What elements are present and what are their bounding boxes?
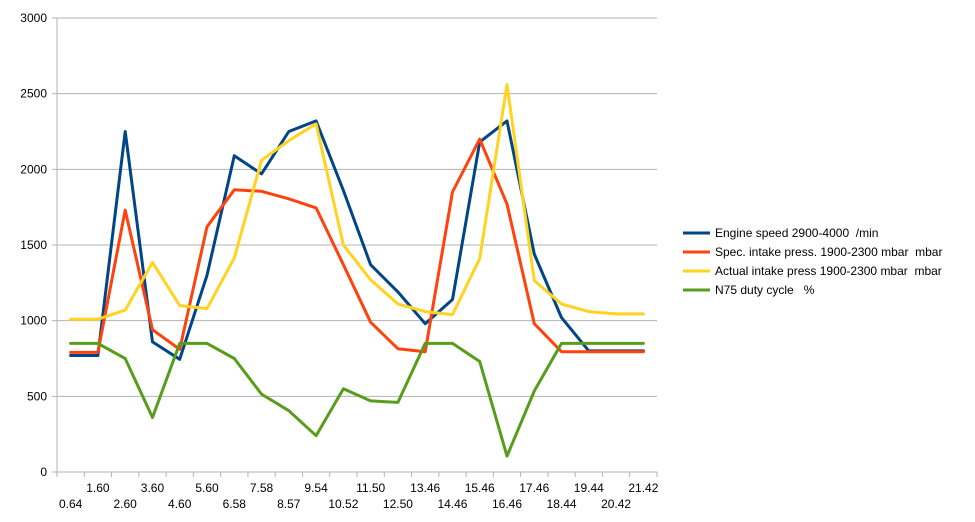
x-tick-label: 1.60 bbox=[86, 481, 110, 495]
y-tick-label: 500 bbox=[27, 389, 47, 403]
x-tick-label: 15.46 bbox=[465, 481, 495, 495]
x-axis-tick-labels: 1.60 3.60 5.60 7.58 9.54 11.50 13.46 15.46 17.46… bbox=[59, 481, 659, 511]
x-tick-label: 4.60 bbox=[168, 497, 192, 511]
series-line-4 bbox=[69, 341, 645, 458]
x-tick-label: 19.44 bbox=[574, 481, 604, 495]
legend-label: Actual intake press 1900-2300 mbar mbar bbox=[715, 264, 942, 278]
axes bbox=[56, 18, 658, 477]
x-tick-label: 10.52 bbox=[328, 497, 358, 511]
series-line-2 bbox=[69, 137, 645, 354]
x-tick-label: 18.44 bbox=[547, 497, 577, 511]
legend: Engine speed 2900-4000 /min Spec. intake … bbox=[683, 226, 942, 297]
x-tick-label: 0.64 bbox=[59, 497, 83, 511]
x-tick-label: 9.54 bbox=[304, 481, 328, 495]
x-tick-label: 20.42 bbox=[601, 497, 631, 511]
x-tick-label: 16.46 bbox=[492, 497, 522, 511]
x-tick-label: 3.60 bbox=[141, 481, 165, 495]
x-tick-label: 5.60 bbox=[195, 481, 219, 495]
legend-label: Spec. intake press. 1900-2300 mbar mbar bbox=[715, 245, 942, 259]
legend-label: N75 duty cycle % bbox=[715, 283, 815, 297]
x-tick-label: 11.50 bbox=[356, 481, 385, 495]
y-tick-label: 1500 bbox=[20, 238, 47, 252]
series-lines bbox=[69, 83, 645, 458]
series-line-3 bbox=[69, 83, 645, 321]
y-tick-label: 2000 bbox=[20, 162, 47, 176]
x-tick-label: 8.57 bbox=[277, 497, 301, 511]
x-tick-label: 17.46 bbox=[519, 481, 549, 495]
y-tick-label: 0 bbox=[40, 465, 47, 479]
x-tick-label: 6.58 bbox=[223, 497, 247, 511]
x-tick-label: 2.60 bbox=[114, 497, 138, 511]
x-tick-label: 14.46 bbox=[437, 497, 467, 511]
x-tick-label: 7.58 bbox=[250, 481, 274, 495]
series-line-1 bbox=[69, 119, 645, 361]
legend-label: Engine speed 2900-4000 /min bbox=[715, 226, 878, 240]
x-tick-label: 21.42 bbox=[628, 481, 658, 495]
gridlines bbox=[52, 17, 657, 473]
y-tick-label: 2500 bbox=[20, 87, 47, 101]
x-tick-label: 13.46 bbox=[410, 481, 440, 495]
y-axis-tick-labels: 0 500 1000 1500 2000 2500 3000 bbox=[20, 11, 47, 479]
y-tick-label: 1000 bbox=[20, 314, 47, 328]
x-tick-label: 12.50 bbox=[383, 497, 413, 511]
y-tick-label: 3000 bbox=[20, 11, 47, 25]
